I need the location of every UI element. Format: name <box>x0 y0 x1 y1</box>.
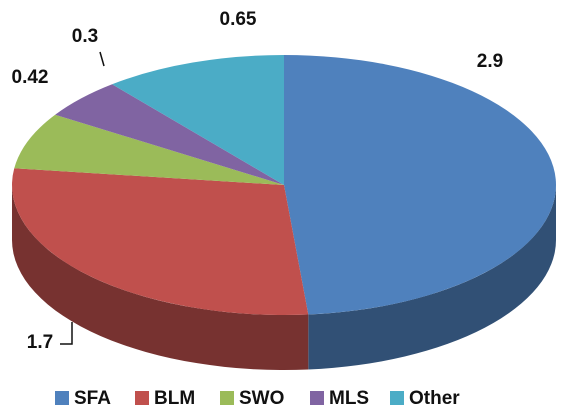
leader-line <box>60 322 73 345</box>
legend-label: MLS <box>329 388 369 409</box>
leader-line <box>99 51 105 67</box>
legend-swatch <box>55 391 69 405</box>
legend-label: Other <box>409 388 460 409</box>
legend-label: SWO <box>239 388 284 409</box>
data-label: 0.3 <box>72 26 98 47</box>
slice <box>112 55 285 185</box>
slice-side <box>12 185 309 371</box>
slice <box>55 84 284 185</box>
legend-swatch <box>390 391 404 405</box>
data-label: 0.42 <box>12 67 49 88</box>
legend-label: SFA <box>74 388 111 409</box>
slice <box>14 114 284 185</box>
data-label: 1.7 <box>27 332 53 353</box>
legend-label: BLM <box>154 388 195 409</box>
legend-swatch <box>220 391 234 405</box>
data-label: 0.65 <box>220 9 257 30</box>
data-label: 2.9 <box>477 51 503 72</box>
legend-swatch <box>135 391 149 405</box>
slice-side <box>308 185 556 370</box>
slice <box>284 55 556 315</box>
slice <box>11 168 309 315</box>
legend-swatch <box>310 391 324 405</box>
